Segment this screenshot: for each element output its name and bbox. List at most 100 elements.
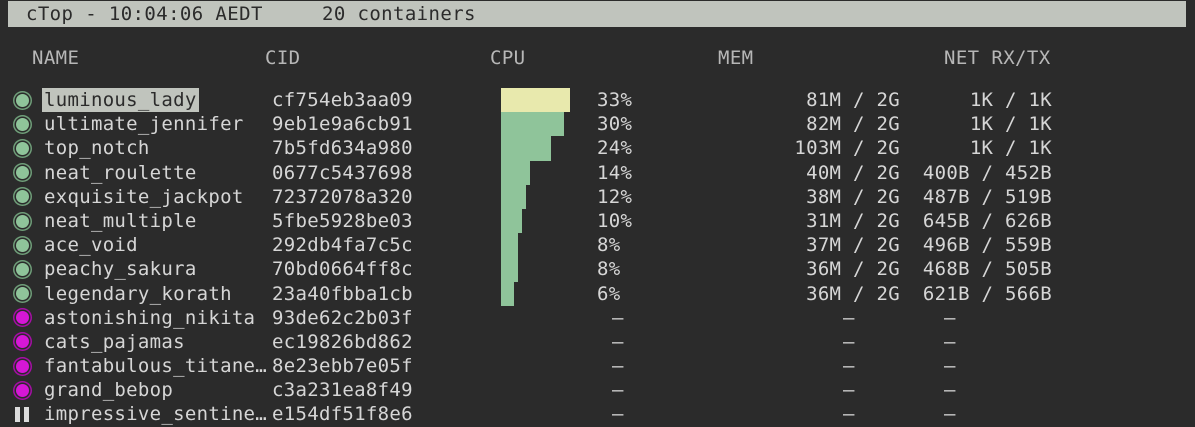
memory-value: 82M / 2G bbox=[806, 113, 900, 136]
memory-value: – bbox=[843, 330, 855, 353]
cpu-percent-value: 30% bbox=[597, 113, 633, 136]
container-id: 93de62c2b03f bbox=[272, 306, 413, 329]
table-row[interactable]: fantabulous_titane… 8e23ebb7e05f – – – bbox=[0, 354, 1195, 378]
memory-value: 36M / 2G bbox=[806, 258, 900, 281]
container-name[interactable]: peachy_sakura bbox=[44, 258, 197, 281]
container-id: 72372078a320 bbox=[272, 185, 413, 208]
title-bar: cTop - 10:04:06 AEDT 20 containers bbox=[8, 1, 1186, 27]
status-running-icon bbox=[12, 112, 32, 136]
network-value: 1K / 1K bbox=[969, 89, 1052, 111]
container-name[interactable]: luminous_lady bbox=[42, 88, 199, 113]
container-name[interactable]: ace_void bbox=[44, 234, 138, 257]
cpu-percent-value: 14% bbox=[597, 161, 633, 184]
status-running-icon bbox=[12, 136, 32, 160]
cpu-usage-bar bbox=[501, 184, 527, 209]
network-value: 1K / 1K bbox=[969, 113, 1052, 136]
cpu-usage-bar bbox=[501, 160, 531, 185]
container-name[interactable]: ultimate_jennifer bbox=[44, 113, 244, 136]
table-row[interactable]: legendary_korath 23a40fbba1cb 6% 36M / 2G 62… bbox=[0, 281, 1195, 306]
column-header-cid[interactable]: CID bbox=[265, 47, 301, 69]
status-running-icon bbox=[12, 209, 32, 233]
cpu-usage-bar bbox=[501, 208, 522, 234]
table-row[interactable]: peachy_sakura 70bd0664ff8c 8% 36M / 2G 468B … bbox=[0, 257, 1195, 282]
memory-value: – bbox=[843, 306, 855, 329]
cpu-percent-value: 8% bbox=[597, 234, 621, 257]
table-row[interactable]: ace_void 292db4fa7c5c 8% 37M / 2G 496B / 559… bbox=[0, 233, 1195, 258]
container-name[interactable]: fantabulous_titane… bbox=[44, 355, 268, 378]
container-id: 7b5fd634a980 bbox=[272, 137, 413, 160]
status-exited-icon bbox=[12, 306, 32, 330]
cpu-percent-value: – bbox=[612, 330, 624, 353]
cpu-percent-value: – bbox=[612, 379, 624, 402]
status-running-icon bbox=[12, 88, 32, 112]
container-id: ec19826bd862 bbox=[272, 330, 413, 353]
table-row[interactable]: cats_pajamas ec19826bd862 – – – bbox=[0, 330, 1195, 354]
memory-value: – bbox=[843, 355, 855, 378]
column-header-name[interactable]: NAME bbox=[32, 47, 80, 69]
column-header-cpu[interactable]: CPU bbox=[490, 47, 526, 69]
memory-value: 31M / 2G bbox=[806, 209, 900, 232]
container-id: 9eb1e9a6cb91 bbox=[272, 113, 413, 136]
network-value: 468B / 505B bbox=[922, 258, 1052, 281]
cpu-usage-bar bbox=[501, 88, 570, 113]
network-value: 1K / 1K bbox=[969, 137, 1052, 160]
cpu-usage-bar bbox=[501, 233, 518, 258]
cpu-percent-value: 8% bbox=[597, 258, 621, 281]
cpu-percent-value: 33% bbox=[597, 89, 633, 111]
network-value: 400B / 452B bbox=[922, 161, 1052, 184]
cpu-usage-bar bbox=[501, 257, 518, 282]
cpu-percent-value: 10% bbox=[597, 209, 633, 232]
cpu-usage-bar bbox=[501, 112, 564, 137]
memory-value: 37M / 2G bbox=[806, 234, 900, 257]
network-value: 621B / 566B bbox=[922, 282, 1052, 305]
container-id: 8e23ebb7e05f bbox=[272, 355, 413, 378]
table-row[interactable]: exquisite_jackpot 72372078a320 12% 38M / 2G… bbox=[0, 184, 1195, 209]
cpu-percent-value: – bbox=[612, 355, 624, 378]
column-header-mem[interactable]: MEM bbox=[718, 47, 754, 69]
memory-value: 103M / 2G bbox=[794, 137, 900, 160]
table-row[interactable]: neat_multiple 5fbe5928be03 10% 31M / 2G 645B… bbox=[0, 208, 1195, 234]
container-id: e154df51f8e6 bbox=[272, 403, 413, 426]
table-row[interactable]: top_notch 7b5fd634a980 24% 103M / 2G 1K / 1K bbox=[0, 136, 1195, 161]
cpu-usage-bar bbox=[501, 281, 514, 306]
cpu-percent-value: 24% bbox=[597, 137, 633, 160]
network-value: – bbox=[944, 379, 956, 402]
status-exited-icon bbox=[12, 378, 32, 402]
container-name[interactable]: exquisite_jackpot bbox=[44, 185, 244, 208]
container-name[interactable]: neat_roulette bbox=[44, 161, 197, 184]
container-id: c3a231ea8f49 bbox=[272, 379, 413, 402]
table-row[interactable]: astonishing_nikita 93de62c2b03f – – – bbox=[0, 306, 1195, 330]
memory-value: – bbox=[843, 403, 855, 426]
cpu-percent-value: – bbox=[612, 306, 624, 329]
container-name[interactable]: neat_multiple bbox=[44, 209, 197, 232]
status-running-icon bbox=[12, 233, 32, 257]
status-exited-icon bbox=[12, 354, 32, 378]
container-name[interactable]: grand_bebop bbox=[44, 379, 174, 402]
memory-value: 81M / 2G bbox=[806, 89, 900, 111]
status-running-icon bbox=[12, 257, 32, 281]
cpu-percent-value: 6% bbox=[597, 282, 621, 305]
table-row[interactable]: neat_roulette 0677c5437698 14% 40M / 2G 400B… bbox=[0, 160, 1195, 185]
table-row[interactable]: grand_bebop c3a231ea8f49 – – – bbox=[0, 378, 1195, 402]
table-row[interactable]: luminous_lady cf754eb3aa09 33% 81M / 2G 1K /… bbox=[0, 88, 1195, 113]
container-id: 5fbe5928be03 bbox=[272, 209, 413, 232]
container-name[interactable]: legendary_korath bbox=[44, 282, 232, 305]
cpu-percent-value: 12% bbox=[597, 185, 633, 208]
container-id: 23a40fbba1cb bbox=[272, 282, 413, 305]
column-header-net[interactable]: NET RX/TX bbox=[944, 47, 1051, 69]
container-id: 0677c5437698 bbox=[272, 161, 413, 184]
title-bar-text: cTop - 10:04:06 AEDT 20 containers bbox=[26, 2, 476, 25]
container-name[interactable]: astonishing_nikita bbox=[44, 306, 256, 329]
container-id: 292db4fa7c5c bbox=[272, 234, 413, 257]
network-value: – bbox=[944, 306, 956, 329]
status-paused-icon bbox=[12, 402, 32, 426]
container-name[interactable]: top_notch bbox=[44, 137, 150, 160]
memory-value: 36M / 2G bbox=[806, 282, 900, 305]
container-name[interactable]: cats_pajamas bbox=[44, 330, 185, 353]
table-row[interactable]: ultimate_jennifer 9eb1e9a6cb91 30% 82M / 2G… bbox=[0, 112, 1195, 137]
network-value: – bbox=[944, 355, 956, 378]
container-name[interactable]: impressive_sentine… bbox=[44, 403, 268, 426]
column-header-row: NAME CID CPU MEM NET RX/TX bbox=[0, 44, 1195, 72]
table-row[interactable]: impressive_sentine… e154df51f8e6 – – – bbox=[0, 402, 1195, 426]
